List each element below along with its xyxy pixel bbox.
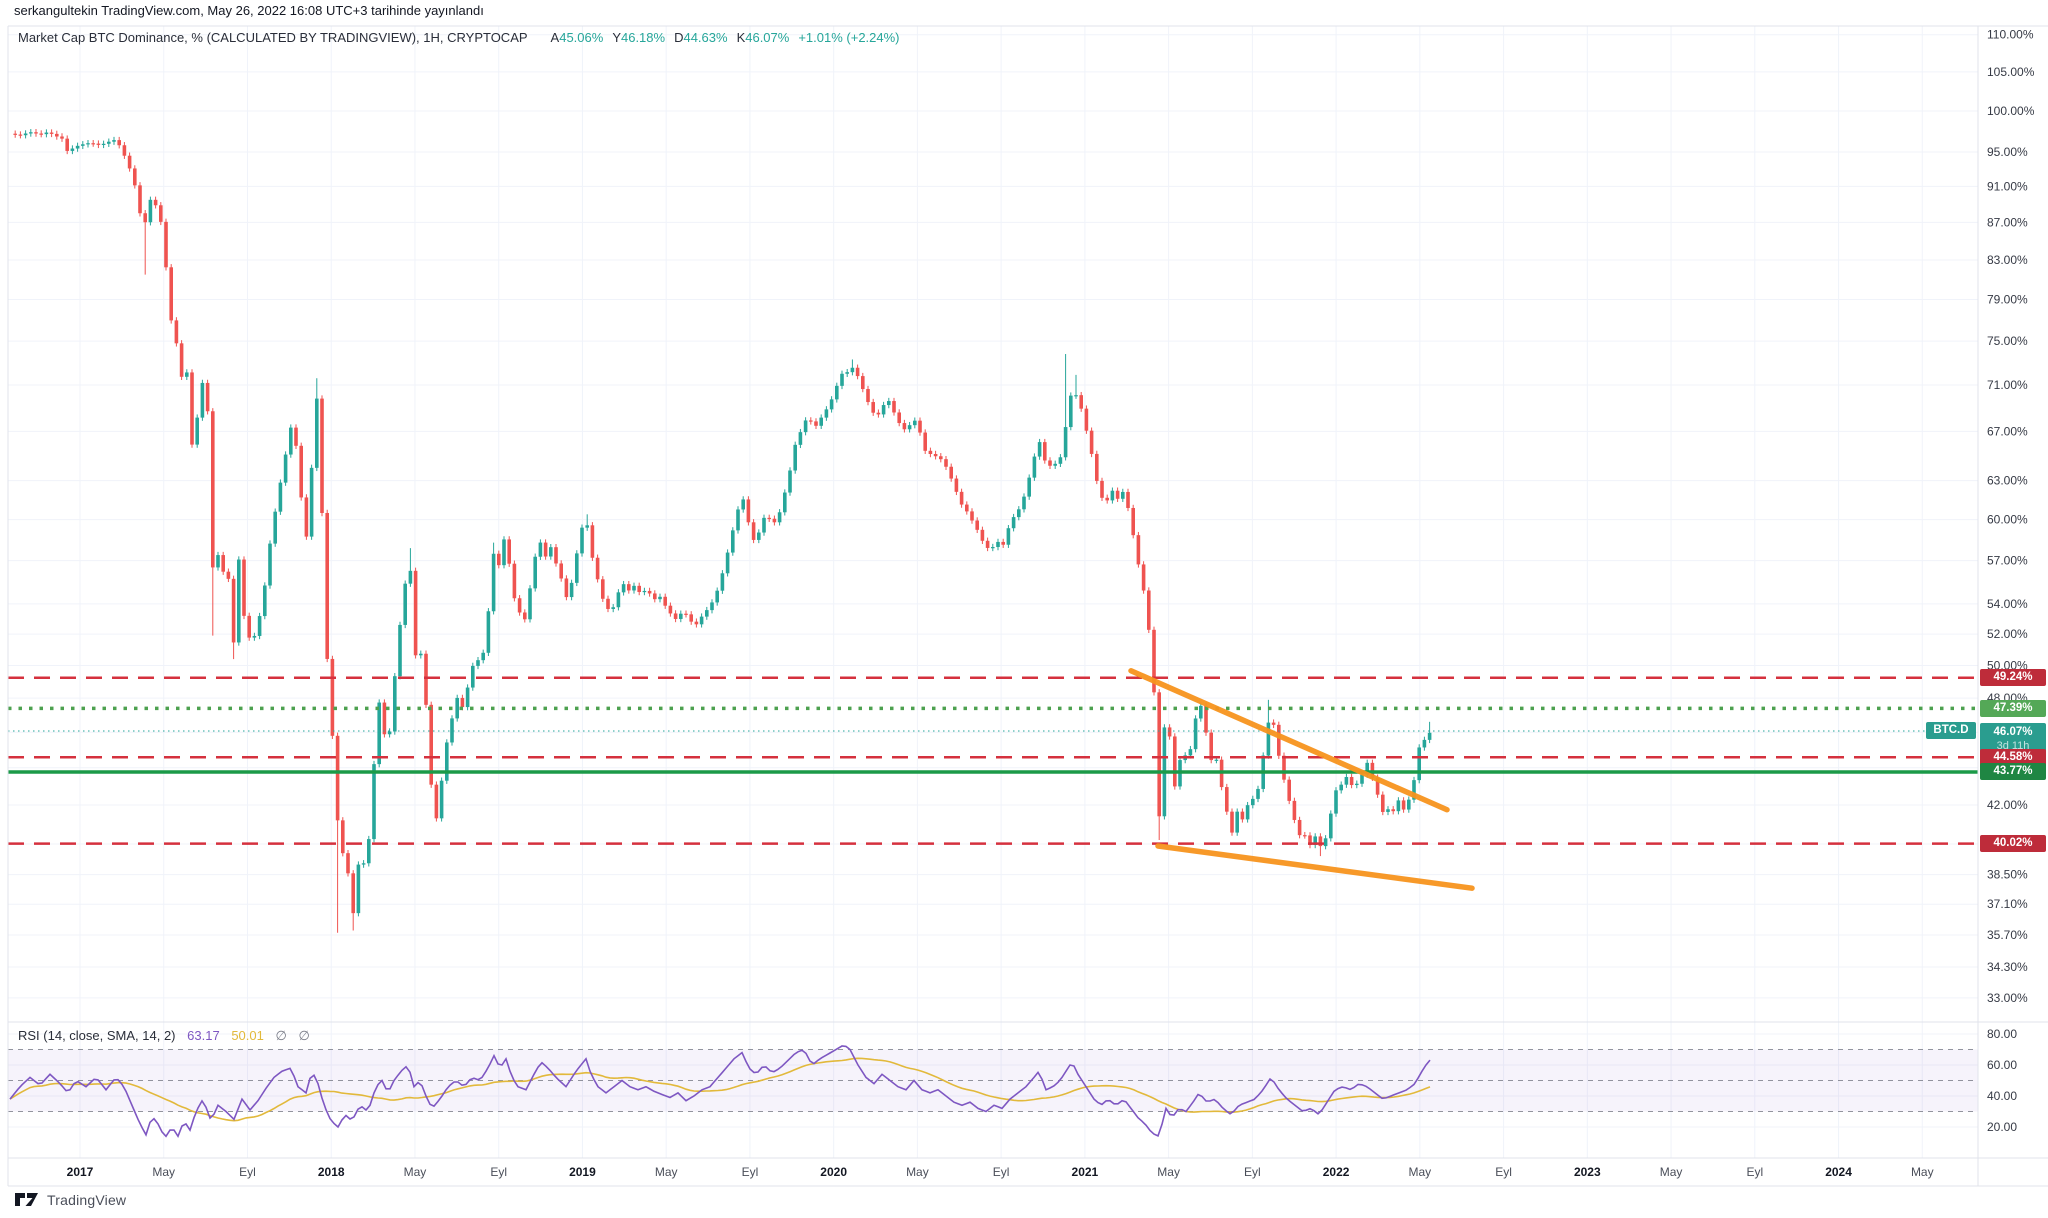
price-badge-40.02%[interactable]: 40.02% bbox=[1980, 835, 2046, 853]
current-price-value: 46.07% bbox=[1993, 725, 2033, 738]
price-tick-label: 87.00% bbox=[1987, 215, 2028, 229]
time-tick-month: May bbox=[1911, 1165, 1934, 1179]
time-tick-month: May bbox=[152, 1165, 175, 1179]
price-tick-label: 105.00% bbox=[1987, 65, 2035, 79]
price-tick-label: 54.00% bbox=[1987, 597, 2028, 611]
candlestick-series[interactable] bbox=[13, 129, 1432, 933]
price-tick-label: 33.00% bbox=[1987, 991, 2028, 1005]
price-tick-label: 34.30% bbox=[1987, 960, 2028, 974]
time-tick-month: May bbox=[906, 1165, 929, 1179]
ohlc-value: 44.63% bbox=[683, 30, 728, 45]
ohlc-value: 46.07% bbox=[745, 30, 790, 45]
price-level-lines[interactable] bbox=[8, 676, 1978, 845]
time-tick-month: May bbox=[655, 1165, 678, 1179]
change-value: +1.01% (+2.24%) bbox=[798, 30, 900, 45]
time-tick-month: Eyl bbox=[1244, 1165, 1261, 1179]
time-tick-month: May bbox=[1660, 1165, 1683, 1179]
time-tick-year: 2018 bbox=[318, 1165, 345, 1179]
footer: TradingView bbox=[14, 1191, 126, 1208]
price-tick-label: 38.50% bbox=[1987, 868, 2028, 882]
price-tick-label: 67.00% bbox=[1987, 424, 2028, 438]
byline: serkangultekin TradingView.com, May 26, … bbox=[14, 3, 484, 18]
price-axis[interactable]: 110.00% 105.00% 100.00% 95.00% 91.00% 87.00% 8… bbox=[1987, 28, 2035, 1134]
time-tick-month: Eyl bbox=[239, 1165, 256, 1179]
ohlc-value: 45.06% bbox=[559, 30, 604, 45]
price-tick-label: 52.00% bbox=[1987, 627, 2028, 641]
wedge-trendlines[interactable] bbox=[1128, 668, 1475, 891]
price-badge-44.58%[interactable]: 44.58% bbox=[1980, 748, 2046, 766]
price-tick-label: 75.00% bbox=[1987, 334, 2028, 348]
ohlc-label: A bbox=[550, 30, 560, 45]
rsi-tick-label: 40.00 bbox=[1987, 1089, 2017, 1103]
time-tick-year: 2021 bbox=[1072, 1165, 1099, 1179]
time-tick-year: 2017 bbox=[67, 1165, 94, 1179]
price-badge-49.24%[interactable]: 49.24% bbox=[1980, 669, 2046, 687]
wedge-upper-trendline bbox=[1128, 668, 1450, 813]
time-tick-year: 2019 bbox=[569, 1165, 596, 1179]
time-tick-year: 2020 bbox=[820, 1165, 847, 1179]
time-tick-month: Eyl bbox=[1746, 1165, 1763, 1179]
rsi-legend: RSI (14, close, SMA, 14, 2) 63.17 50.01 … bbox=[18, 1028, 310, 1044]
price-tick-label: 35.70% bbox=[1987, 928, 2028, 942]
price-tick-label: 60.00% bbox=[1987, 513, 2028, 527]
price-tick-label: 42.00% bbox=[1987, 798, 2028, 812]
pane-borders bbox=[7, 25, 2048, 1187]
price-badge-43.77%[interactable]: 43.77% bbox=[1980, 763, 2046, 781]
rsi-value: 63.17 bbox=[187, 1028, 220, 1043]
time-tick-month: Eyl bbox=[993, 1165, 1010, 1179]
price-tick-label: 50.00% bbox=[1987, 658, 2028, 672]
tradingview-logo[interactable] bbox=[14, 1191, 40, 1208]
time-axis[interactable]: 2017 May Eyl 2018 May Eyl 2019 May Eyl 2020 May Eyl… bbox=[67, 1165, 1934, 1179]
time-tick-year: 2024 bbox=[1825, 1165, 1852, 1179]
symbol-legend: Market Cap BTC Dominance, % (CALCULATED … bbox=[18, 30, 900, 45]
rsi-tick-label: 80.00 bbox=[1987, 1027, 2017, 1041]
price-tick-label: 57.00% bbox=[1987, 554, 2028, 568]
time-tick-year: 2023 bbox=[1574, 1165, 1601, 1179]
price-tick-label: 83.00% bbox=[1987, 253, 2028, 267]
ohlc-label: D bbox=[674, 30, 684, 45]
rsi-tick-label: 60.00 bbox=[1987, 1058, 2017, 1072]
rsi-sma-value: 50.01 bbox=[231, 1028, 264, 1043]
time-tick-month: Eyl bbox=[490, 1165, 507, 1179]
rsi-title[interactable]: RSI (14, close, SMA, 14, 2) bbox=[18, 1028, 176, 1043]
tradingview-logo-text[interactable]: TradingView bbox=[47, 1191, 127, 1208]
price-tick-label: 100.00% bbox=[1987, 104, 2035, 118]
price-tick-label: 79.00% bbox=[1987, 293, 2028, 307]
price-tick-label: 110.00% bbox=[1987, 28, 2034, 42]
symbol-price-label[interactable]: BTC.D bbox=[1926, 722, 1976, 740]
rsi-empty-icon: ∅ bbox=[275, 1028, 287, 1043]
price-tick-label: 91.00% bbox=[1987, 179, 2028, 193]
price-tick-label: 71.00% bbox=[1987, 378, 2028, 392]
gridlines bbox=[8, 26, 1978, 1158]
ohlc-values: A45.06% Y46.18% D44.63% K46.07% bbox=[542, 30, 790, 45]
price-badge-47.39%[interactable]: 47.39% bbox=[1980, 699, 2046, 717]
symbol-title[interactable]: Market Cap BTC Dominance, % (CALCULATED … bbox=[18, 30, 528, 45]
rsi-empty-icon: ∅ bbox=[298, 1028, 310, 1043]
price-tick-label: 37.10% bbox=[1987, 897, 2028, 911]
ohlc-label: K bbox=[736, 30, 746, 45]
wedge-lower-trendline bbox=[1155, 843, 1475, 891]
price-tick-label: 63.00% bbox=[1987, 474, 2028, 488]
time-tick-month: May bbox=[404, 1165, 427, 1179]
time-tick-month: May bbox=[1409, 1165, 1432, 1179]
ohlc-label: Y bbox=[612, 30, 621, 45]
time-tick-month: May bbox=[1157, 1165, 1180, 1179]
ohlc-value: 46.18% bbox=[620, 30, 666, 45]
rsi-series bbox=[9, 1045, 1431, 1139]
time-tick-year: 2022 bbox=[1323, 1165, 1350, 1179]
rsi-tick-label: 20.00 bbox=[1987, 1120, 2017, 1134]
rsi-band bbox=[8, 1049, 1978, 1112]
time-tick-month: Eyl bbox=[1495, 1165, 1512, 1179]
time-tick-month: Eyl bbox=[742, 1165, 759, 1179]
price-tick-label: 95.00% bbox=[1987, 145, 2028, 159]
